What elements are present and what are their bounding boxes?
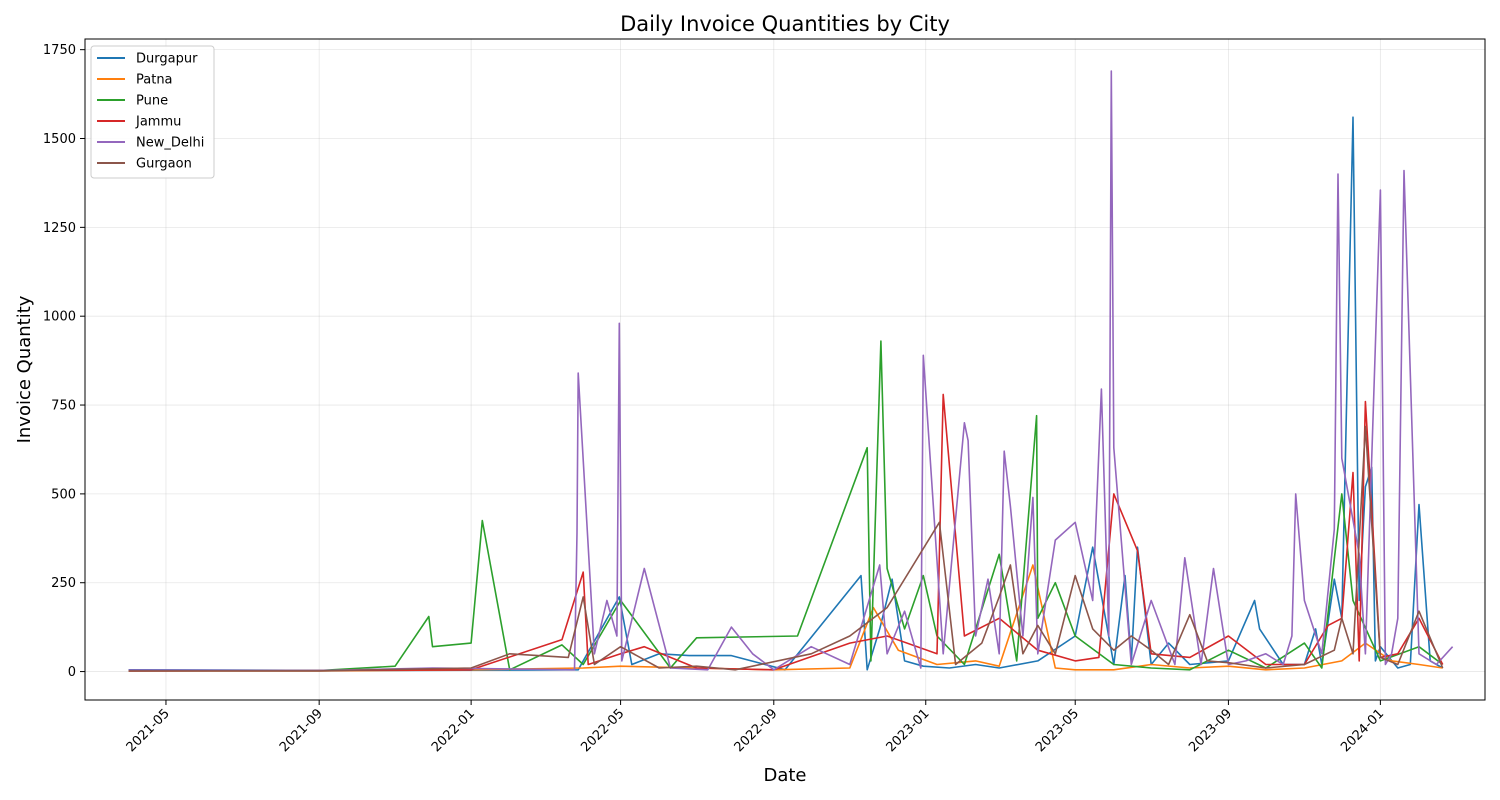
legend-label: New_Delhi	[136, 136, 204, 151]
chart-title: Daily Invoice Quantities by City	[620, 12, 950, 36]
y-tick-label: 250	[51, 576, 76, 591]
legend-label: Pune	[136, 94, 168, 109]
y-tick-label: 1000	[43, 310, 76, 325]
y-axis-ticks: 0 250 500 750 1000 1250 1500 1750	[43, 43, 85, 680]
legend-label: Jammu	[135, 115, 181, 130]
legend-label: Durgapur	[136, 52, 198, 67]
series-lines	[128, 70, 1454, 672]
y-tick-label: 1500	[43, 132, 76, 147]
legend: Durgapur Patna Pune Jammu New_Delhi Gurgaon	[90, 45, 215, 179]
y-tick-label: 500	[51, 487, 76, 502]
x-axis-title: Date	[763, 765, 806, 786]
y-tick-label: 1750	[43, 43, 76, 58]
series-line-gurgaon	[128, 425, 1444, 672]
grid	[85, 39, 1485, 700]
y-tick-label: 0	[68, 665, 76, 680]
legend-label: Patna	[136, 73, 173, 88]
plot-frame	[84, 38, 1486, 701]
y-axis-title: Invoice Quantity	[14, 295, 35, 443]
legend-label: Gurgaon	[136, 157, 192, 172]
y-tick-label: 750	[51, 399, 76, 414]
series-line-patna	[128, 564, 1443, 672]
y-tick-label: 1250	[43, 221, 76, 236]
series-line-new_delhi	[128, 70, 1454, 672]
